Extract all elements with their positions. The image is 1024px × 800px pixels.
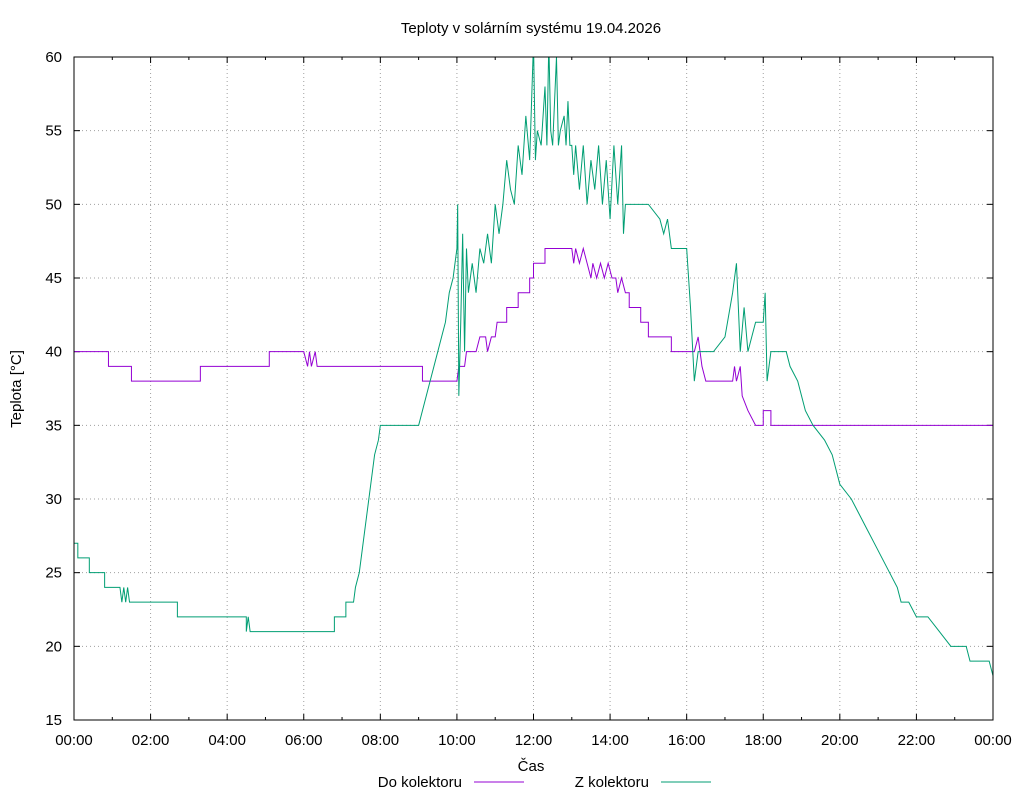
- plot-border: [73, 56, 994, 721]
- x-tick-label: 18:00: [744, 732, 782, 749]
- y-tick-label: 25: [45, 565, 62, 582]
- x-axis-ticks: 00:00 02:00 04:00 06:00 08:00 10:00 12:00 14:00…: [55, 57, 1012, 749]
- legend: Do kolektoru Z kolektoru: [378, 774, 711, 791]
- legend-label-do-kolektoru: Do kolektoru: [378, 774, 462, 791]
- x-tick-label: 06:00: [285, 732, 323, 749]
- x-tick-label: 08:00: [362, 732, 400, 749]
- y-tick-label: 60: [45, 49, 62, 66]
- x-tick-label: 02:00: [132, 732, 170, 749]
- y-tick-label: 30: [45, 491, 62, 508]
- y-tick-label: 55: [45, 123, 62, 140]
- series-line-do-kolektoru: [74, 246, 993, 426]
- x-axis-label: Čas: [518, 758, 545, 775]
- x-tick-label: 20:00: [821, 732, 859, 749]
- x-tick-label: 16:00: [668, 732, 706, 749]
- x-tick-label: 14:00: [591, 732, 629, 749]
- y-tick-label: 35: [45, 417, 62, 434]
- legend-label-z-kolektoru: Z kolektoru: [575, 774, 649, 791]
- x-tick-label: 00:00: [974, 732, 1012, 749]
- x-tick-label: 10:00: [438, 732, 476, 749]
- series-group: [74, 57, 993, 676]
- y-tick-label: 20: [45, 638, 62, 655]
- x-tick-label: 12:00: [515, 732, 553, 749]
- grid-lines: [74, 57, 993, 720]
- y-axis-label: Teplota [°C]: [8, 350, 25, 428]
- chart-title: Teploty v solárním systému 19.04.2026: [401, 20, 661, 37]
- x-tick-label: 04:00: [208, 732, 246, 749]
- x-tick-label: 22:00: [898, 732, 936, 749]
- y-tick-label: 50: [45, 196, 62, 213]
- y-tick-label: 40: [45, 344, 62, 361]
- y-tick-label: 45: [45, 270, 62, 287]
- x-tick-label: 00:00: [55, 732, 93, 749]
- y-tick-label: 15: [45, 712, 62, 729]
- series-line-z-kolektoru: [74, 57, 993, 676]
